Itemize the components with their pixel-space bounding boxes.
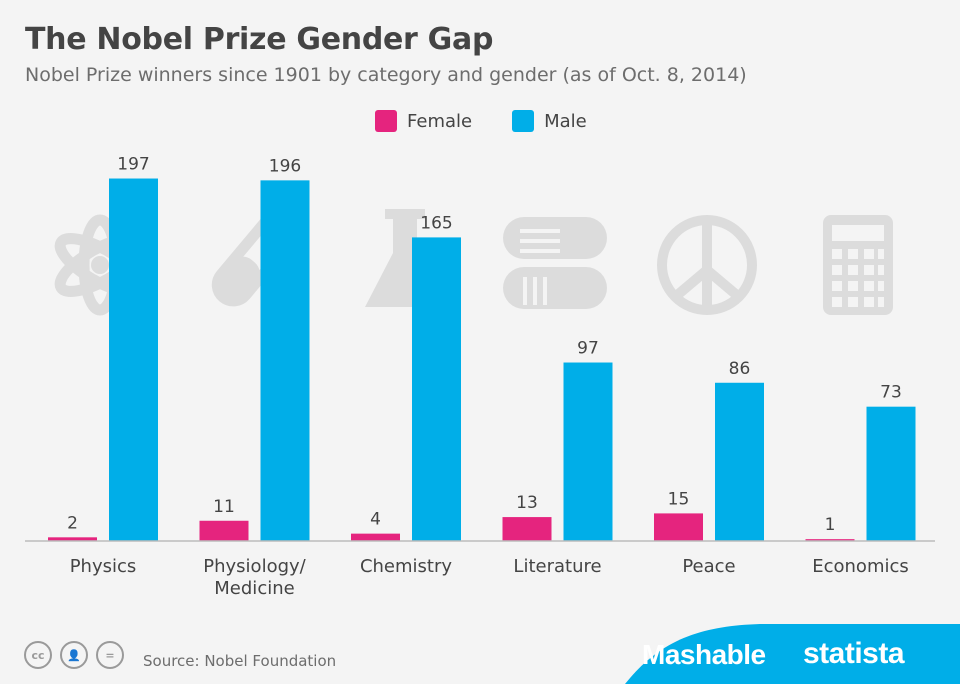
bar-female-3 bbox=[502, 517, 552, 541]
legend-swatch-female bbox=[375, 110, 397, 132]
bar-female-5 bbox=[805, 539, 855, 541]
legend-swatch-male bbox=[512, 110, 535, 132]
category-label-3: Literature bbox=[513, 556, 601, 577]
category-label-4: Peace bbox=[682, 556, 735, 577]
data-label-female-3: 13 bbox=[516, 493, 538, 513]
bar-male-3 bbox=[563, 362, 613, 541]
legend-label-female: Female bbox=[407, 110, 473, 132]
books-icon bbox=[503, 217, 607, 309]
bar-female-2 bbox=[351, 533, 400, 541]
data-label-male-1: 196 bbox=[269, 156, 301, 176]
data-label-male-0: 197 bbox=[117, 155, 149, 175]
bar-female-0 bbox=[48, 537, 97, 541]
mashable-logo: Mashable bbox=[642, 639, 766, 670]
bar-male-1 bbox=[260, 180, 310, 542]
statista-logo: statista bbox=[803, 637, 905, 670]
data-label-female-4: 15 bbox=[668, 489, 690, 509]
data-label-male-3: 97 bbox=[577, 339, 599, 359]
category-icons bbox=[54, 209, 893, 316]
legend-label-male: Male bbox=[544, 110, 587, 132]
bar-male-5 bbox=[866, 406, 916, 541]
chart-subtitle: Nobel Prize winners since 1901 by catego… bbox=[25, 64, 747, 86]
legend-item-male: Male bbox=[512, 110, 587, 132]
source-note: Source: Nobel Foundation bbox=[143, 652, 337, 670]
bar-male-0 bbox=[109, 178, 158, 541]
data-label-male-2: 165 bbox=[420, 213, 452, 233]
nd-icon: = bbox=[96, 641, 124, 669]
peace-sign-icon bbox=[657, 215, 757, 315]
bar-male-2 bbox=[412, 237, 461, 541]
chart-title: The Nobel Prize Gender Gap bbox=[25, 22, 494, 57]
category-label-0: Physics bbox=[70, 556, 137, 577]
cc-icon: cc bbox=[24, 641, 52, 669]
brand-banner-shape bbox=[625, 624, 960, 684]
calculator-icon bbox=[823, 215, 893, 315]
category-label-1: Physiology/Medicine bbox=[203, 556, 306, 599]
legend-item-female: Female bbox=[375, 110, 472, 132]
data-label-male-5: 73 bbox=[880, 383, 902, 403]
category-label-2: Chemistry bbox=[360, 556, 452, 577]
data-label-female-0: 2 bbox=[67, 513, 78, 533]
bar-male-4 bbox=[715, 382, 764, 541]
license-icons: cc 👤 = bbox=[24, 641, 124, 669]
legend: Female Male bbox=[375, 110, 627, 132]
data-label-female-1: 11 bbox=[213, 497, 235, 517]
bar-chart: 2197Physics11196Physiology/Medicine4165C… bbox=[25, 155, 935, 599]
data-label-female-5: 1 bbox=[825, 515, 836, 535]
data-label-female-2: 4 bbox=[370, 510, 381, 530]
by-icon: 👤 bbox=[60, 641, 88, 669]
bar-female-4 bbox=[654, 513, 703, 541]
data-label-male-4: 86 bbox=[729, 359, 751, 379]
brand-banner bbox=[625, 624, 960, 684]
category-label-5: Economics bbox=[812, 556, 909, 577]
bar-female-1 bbox=[199, 520, 249, 541]
